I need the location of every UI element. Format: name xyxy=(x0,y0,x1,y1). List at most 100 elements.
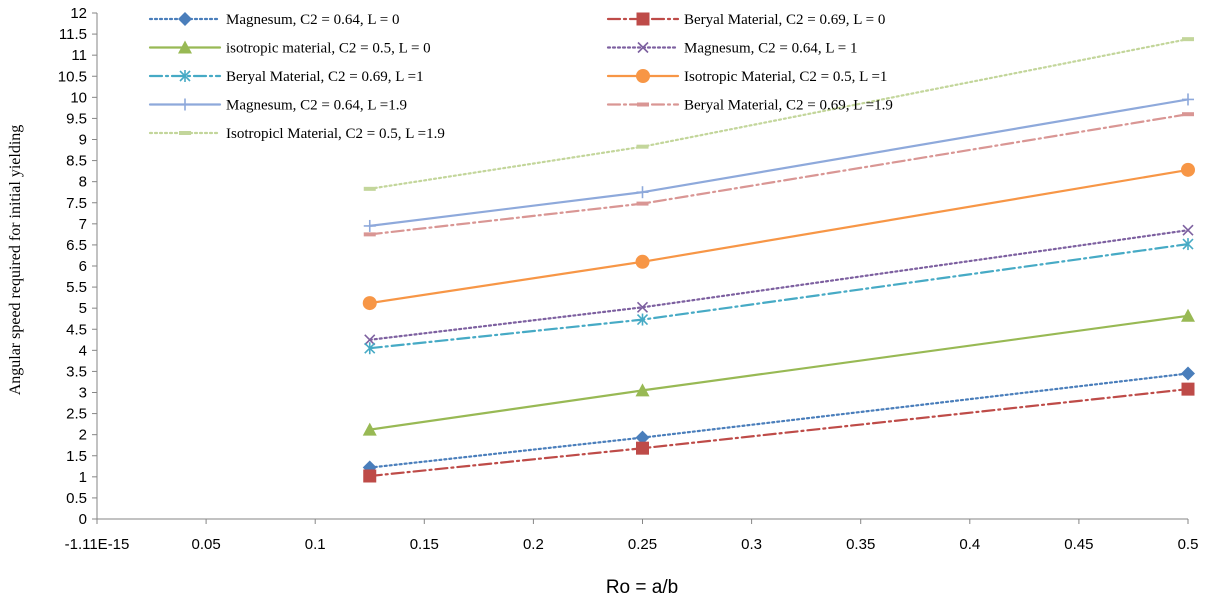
series-marker xyxy=(363,232,376,237)
legend-item: Beryal Material, C2 = 0.69, L =1 xyxy=(148,69,424,85)
series-marker xyxy=(179,98,191,111)
legend-label: isotropic material, C2 = 0.5, L = 0 xyxy=(226,41,431,57)
legend-label: Beryal Material, C2 = 0.69, L = 0 xyxy=(684,12,885,28)
legend-label: Isotropicl Material, C2 = 0.5, L =1.9 xyxy=(226,126,445,142)
series-line xyxy=(368,98,1190,227)
y-tick-label: 7 xyxy=(79,216,87,233)
series-marker xyxy=(364,342,376,355)
series-line xyxy=(368,314,1190,431)
series-marker xyxy=(1181,162,1195,177)
axes: 00.511.522.533.544.555.566.577.588.599.5… xyxy=(58,5,1199,553)
series-3 xyxy=(362,308,1195,436)
series-marker xyxy=(1181,308,1195,322)
series-2 xyxy=(363,382,1195,483)
y-tick-label: 6.5 xyxy=(66,237,87,254)
x-tick-label: 0.25 xyxy=(628,536,657,553)
series-marker xyxy=(637,41,649,54)
series-9 xyxy=(363,37,1194,191)
series-marker xyxy=(178,12,192,26)
y-tick-label: 2 xyxy=(79,427,87,444)
x-tick-label: 0.15 xyxy=(410,536,439,553)
legend-item: Beryal Material, C2 = 0.69, L =1.9 xyxy=(606,98,893,114)
series-marker xyxy=(636,186,649,199)
series-line xyxy=(368,168,1190,305)
legend-item: isotropic material, C2 = 0.5, L = 0 xyxy=(148,40,431,57)
series-line xyxy=(368,372,1190,469)
legend-label: Magnesum, C2 = 0.64, L = 1 xyxy=(684,41,857,57)
legend-item: Isotropic Material, C2 = 0.5, L =1 xyxy=(606,69,887,85)
legend-label: Magnesum, C2 = 0.64, L =1.9 xyxy=(226,98,407,114)
series-marker xyxy=(363,219,376,232)
legend-label: Beryal Material, C2 = 0.69, L =1.9 xyxy=(684,98,893,114)
series-marker xyxy=(635,430,650,445)
series-marker xyxy=(1182,238,1194,251)
legend-item: Magnesum, C2 = 0.64, L = 0 xyxy=(148,12,399,28)
series-marker xyxy=(1182,112,1194,117)
series-marker xyxy=(636,69,650,83)
series-1 xyxy=(362,366,1195,475)
x-tick-label: 0.45 xyxy=(1064,536,1093,553)
series-marker xyxy=(636,441,649,455)
y-tick-label: 10.5 xyxy=(58,68,87,85)
series-marker xyxy=(635,254,650,269)
series-layer xyxy=(362,37,1195,483)
series-line xyxy=(368,388,1190,478)
series-marker xyxy=(1181,382,1195,396)
series-marker xyxy=(1182,93,1194,106)
series-marker xyxy=(636,301,649,313)
legend-item: Beryal Material, C2 = 0.69, L = 0 xyxy=(606,12,885,28)
series-marker xyxy=(636,313,649,326)
x-tick-label: 0.5 xyxy=(1178,536,1199,553)
y-tick-label: 3 xyxy=(79,385,87,402)
x-axis-title: Ro = a/b xyxy=(606,577,678,598)
y-tick-label: 5 xyxy=(79,300,87,317)
series-marker xyxy=(635,383,650,397)
series-line xyxy=(368,37,1190,190)
series-marker xyxy=(362,296,377,311)
series-line xyxy=(368,113,1190,236)
y-tick-label: 11 xyxy=(71,47,87,64)
y-tick-label: 4 xyxy=(79,342,87,359)
y-tick-label: 9 xyxy=(79,132,87,149)
series-marker xyxy=(636,201,649,206)
y-tick-label: 6 xyxy=(79,258,87,275)
series-marker xyxy=(178,40,192,54)
legend-item: Isotropicl Material, C2 = 0.5, L =1.9 xyxy=(148,126,445,142)
series-marker xyxy=(1181,366,1195,381)
legend-item: Magnesum, C2 = 0.64, L =1.9 xyxy=(148,98,407,114)
series-8 xyxy=(363,112,1194,237)
series-marker xyxy=(364,334,376,346)
series-marker xyxy=(636,144,649,149)
series-4 xyxy=(364,224,1194,346)
x-tick-label: 0.2 xyxy=(523,536,544,553)
y-tick-label: 11.5 xyxy=(59,26,87,43)
y-tick-label: 2.5 xyxy=(66,406,87,423)
y-tick-label: 1 xyxy=(79,469,87,486)
series-marker xyxy=(1182,37,1194,42)
series-5 xyxy=(364,238,1194,355)
y-tick-label: 3.5 xyxy=(66,363,87,380)
series-marker xyxy=(637,102,649,107)
series-6 xyxy=(362,162,1195,311)
series-marker xyxy=(179,131,191,135)
y-tick-label: 9.5 xyxy=(66,110,87,127)
y-tick-label: 10 xyxy=(70,89,87,106)
legend-label: Magnesum, C2 = 0.64, L = 0 xyxy=(226,12,399,28)
series-marker xyxy=(1182,224,1194,236)
legend-item: Magnesum, C2 = 0.64, L = 1 xyxy=(606,41,857,57)
x-tick-label: 0.05 xyxy=(191,536,220,553)
y-tick-label: 8.5 xyxy=(66,153,87,170)
y-tick-label: 1.5 xyxy=(66,448,87,465)
y-tick-label: 12 xyxy=(70,5,87,22)
x-tick-label: -1.11E-15 xyxy=(65,536,130,553)
y-axis-title: Angular speed required for initial yield… xyxy=(7,125,24,396)
x-tick-label: 0.35 xyxy=(846,536,875,553)
y-tick-label: 5.5 xyxy=(66,279,87,296)
y-tick-label: 8 xyxy=(79,174,87,191)
series-marker xyxy=(363,469,377,483)
legend: Magnesum, C2 = 0.64, L = 0 Beryal Materia… xyxy=(148,12,893,142)
x-tick-label: 0.1 xyxy=(305,536,326,553)
y-tick-label: 0.5 xyxy=(66,490,87,507)
series-marker xyxy=(636,12,650,26)
